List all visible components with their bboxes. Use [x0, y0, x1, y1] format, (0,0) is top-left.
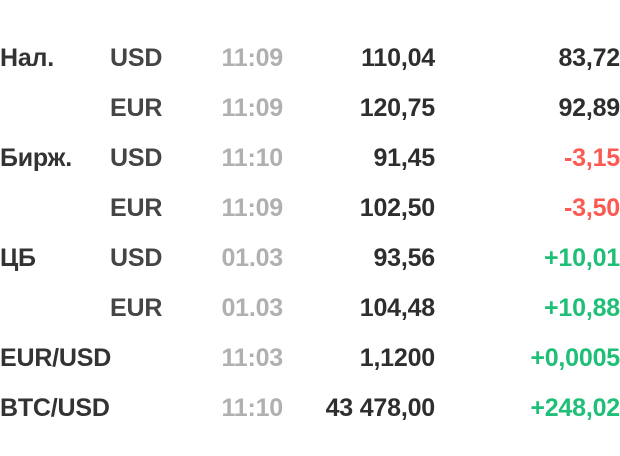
row-timestamp: 11:03 [221, 343, 283, 372]
row-delta-value: -3,15 [564, 143, 620, 172]
row-group-label: ЦБ [0, 243, 36, 272]
row-timestamp: 11:09 [221, 193, 283, 222]
table-row[interactable]: EUR/USD 11:03 1,1200 +0,0005 [0, 333, 620, 383]
row-currency-code: USD [110, 243, 163, 272]
table-row[interactable]: Бирж. USD 11:10 91,45 -3,15 [0, 133, 620, 183]
row-group-label [0, 83, 110, 133]
row-pair-label: EUR/USD [0, 343, 112, 372]
row-delta-value: 92,89 [558, 93, 620, 122]
row-delta-value: -3,50 [564, 193, 620, 222]
rates-table-body: Нал. USD 11:09 110,04 83,72 EUR 11:09 120,75 92,… [0, 33, 620, 433]
row-timestamp: 11:10 [221, 143, 283, 172]
row-timestamp: 11:09 [221, 93, 283, 122]
row-rate-value: 102,50 [359, 193, 435, 222]
row-timestamp: 11:09 [221, 43, 283, 72]
row-group-label: Бирж. [0, 143, 72, 172]
row-currency-code: EUR [110, 293, 163, 322]
row-delta-value: +10,01 [544, 243, 620, 272]
row-delta-value: +248,02 [530, 393, 620, 422]
row-currency-code: USD [110, 43, 163, 72]
row-timestamp: 01.03 [221, 293, 283, 322]
row-timestamp: 01.03 [221, 243, 283, 272]
row-rate-value: 91,45 [373, 143, 435, 172]
table-row[interactable]: EUR 11:09 120,75 92,89 [0, 83, 620, 133]
table-row[interactable]: EUR 11:09 102,50 -3,50 [0, 183, 620, 233]
table-row[interactable]: Нал. USD 11:09 110,04 83,72 [0, 33, 620, 83]
row-rate-value: 120,75 [359, 93, 435, 122]
row-rate-value: 104,48 [359, 293, 435, 322]
table-row[interactable]: ЦБ USD 01.03 93,56 +10,01 [0, 233, 620, 283]
row-delta-value: +10,88 [544, 293, 620, 322]
row-timestamp: 11:10 [221, 393, 283, 422]
row-group-label [0, 183, 110, 233]
row-group-label [0, 283, 110, 333]
row-currency-code: EUR [110, 193, 163, 222]
row-group-label: Нал. [0, 43, 54, 72]
row-rate-value: 43 478,00 [325, 393, 436, 422]
row-pair-label: BTC/USD [0, 393, 110, 422]
row-delta-value: +0,0005 [530, 343, 620, 372]
row-rate-value: 93,56 [373, 243, 435, 272]
table-row[interactable]: EUR 01.03 104,48 +10,88 [0, 283, 620, 333]
rates-table: Нал. USD 11:09 110,04 83,72 EUR 11:09 120,75 92,… [0, 33, 620, 433]
row-currency-code: USD [110, 143, 163, 172]
row-currency-code: EUR [110, 93, 163, 122]
row-rate-value: 110,04 [361, 43, 435, 72]
row-rate-value: 1,1200 [359, 343, 435, 372]
table-row[interactable]: BTC/USD 11:10 43 478,00 +248,02 [0, 383, 620, 433]
row-delta-value: 83,72 [558, 43, 620, 72]
